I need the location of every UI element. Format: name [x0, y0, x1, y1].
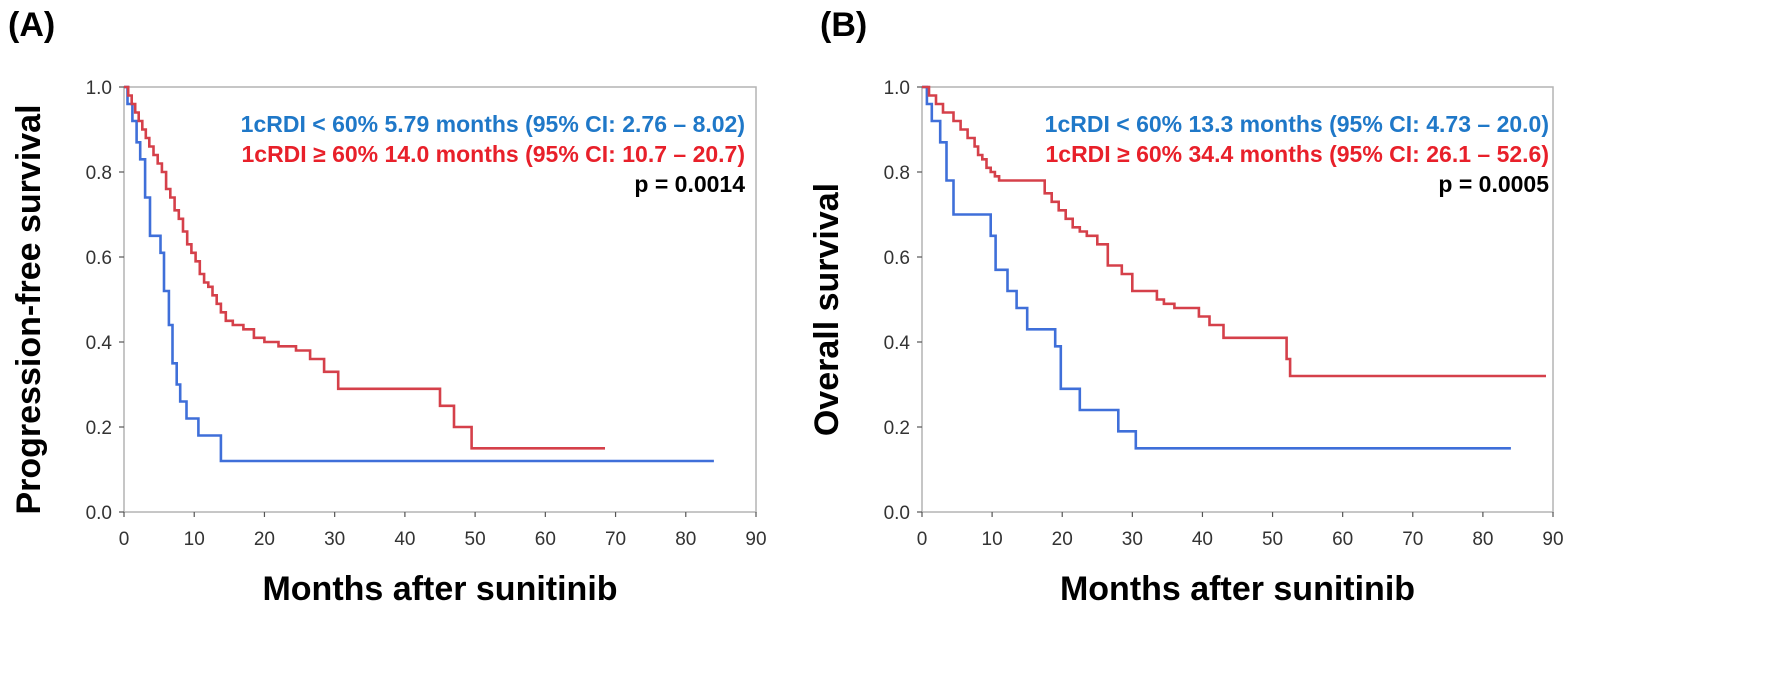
panel-label: (B)	[820, 6, 867, 44]
plot-frame	[921, 86, 1554, 513]
panel-label: (A)	[8, 6, 55, 44]
x-tick-label: 60	[535, 529, 556, 550]
km-curve-rdi-at-least-60	[922, 85, 1546, 378]
y-tick-label: 1.0	[86, 78, 112, 99]
median-survival-annotation: 1cRDI < 60% 5.79 months (95% CI: 2.76 – …	[241, 111, 745, 137]
x-tick-label: 80	[675, 529, 696, 550]
x-tick-label: 30	[1122, 529, 1143, 550]
median-survival-annotation: 1cRDI < 60% 13.3 months (95% CI: 4.73 – …	[1045, 111, 1549, 137]
x-tick-label: 40	[394, 529, 415, 550]
x-tick-label: 20	[254, 529, 275, 550]
y-tick-label: 0.6	[884, 248, 910, 269]
plot-frame	[123, 86, 757, 513]
x-tick-label: 60	[1332, 529, 1353, 550]
panel-b: (B) 0.0 0.2 0.4 0.6 0.8 1.0 0 10 20 30 40 50 60 70 80 90…	[808, 6, 1564, 608]
y-tick-label: 0.2	[86, 418, 112, 439]
x-tick-label: 70	[1402, 529, 1423, 550]
p-value-annotation: p = 0.0005	[1438, 171, 1549, 197]
panel-a: (A) 0.0 0.2 0.4 0.6 0.8 1.0 0 10 20 30 40 50 60 70 80 90…	[8, 6, 767, 608]
y-tick-label: 0.4	[86, 333, 113, 354]
y-axis-title: Overall survival	[808, 183, 846, 436]
y-tick-label: 0.4	[884, 333, 911, 354]
median-survival-annotation: 1cRDI ≥ 60% 14.0 months (95% CI: 10.7 – …	[241, 141, 745, 167]
y-tick-label: 0.6	[86, 248, 112, 269]
y-tick-label: 0.0	[884, 503, 910, 524]
km-curve-rdi-below-60	[922, 85, 1511, 450]
x-axis-title: Months after sunitinib	[1060, 570, 1415, 608]
y-tick-label: 0.0	[86, 503, 112, 524]
km-curve-rdi-below-60	[124, 85, 714, 463]
p-value-annotation: p = 0.0014	[634, 171, 745, 197]
x-tick-label: 30	[324, 529, 345, 550]
x-tick-label: 10	[982, 529, 1003, 550]
x-tick-label: 0	[917, 529, 928, 550]
x-tick-label: 90	[1542, 529, 1563, 550]
x-tick-label: 20	[1052, 529, 1073, 550]
y-tick-label: 0.2	[884, 418, 910, 439]
x-tick-label: 10	[184, 529, 205, 550]
x-tick-label: 50	[1262, 529, 1283, 550]
x-tick-label: 70	[605, 529, 626, 550]
x-tick-label: 50	[465, 529, 486, 550]
y-tick-label: 1.0	[884, 78, 910, 99]
x-tick-label: 80	[1472, 529, 1493, 550]
y-tick-label: 0.8	[884, 163, 910, 184]
km-curve-rdi-at-least-60	[124, 85, 605, 450]
x-tick-label: 40	[1192, 529, 1213, 550]
y-axis-title: Progression-free survival	[10, 104, 48, 514]
x-tick-label: 0	[119, 529, 130, 550]
median-survival-annotation: 1cRDI ≥ 60% 34.4 months (95% CI: 26.1 – …	[1045, 141, 1549, 167]
x-axis-title: Months after sunitinib	[262, 570, 617, 608]
x-tick-label: 90	[745, 529, 766, 550]
y-tick-label: 0.8	[86, 163, 112, 184]
